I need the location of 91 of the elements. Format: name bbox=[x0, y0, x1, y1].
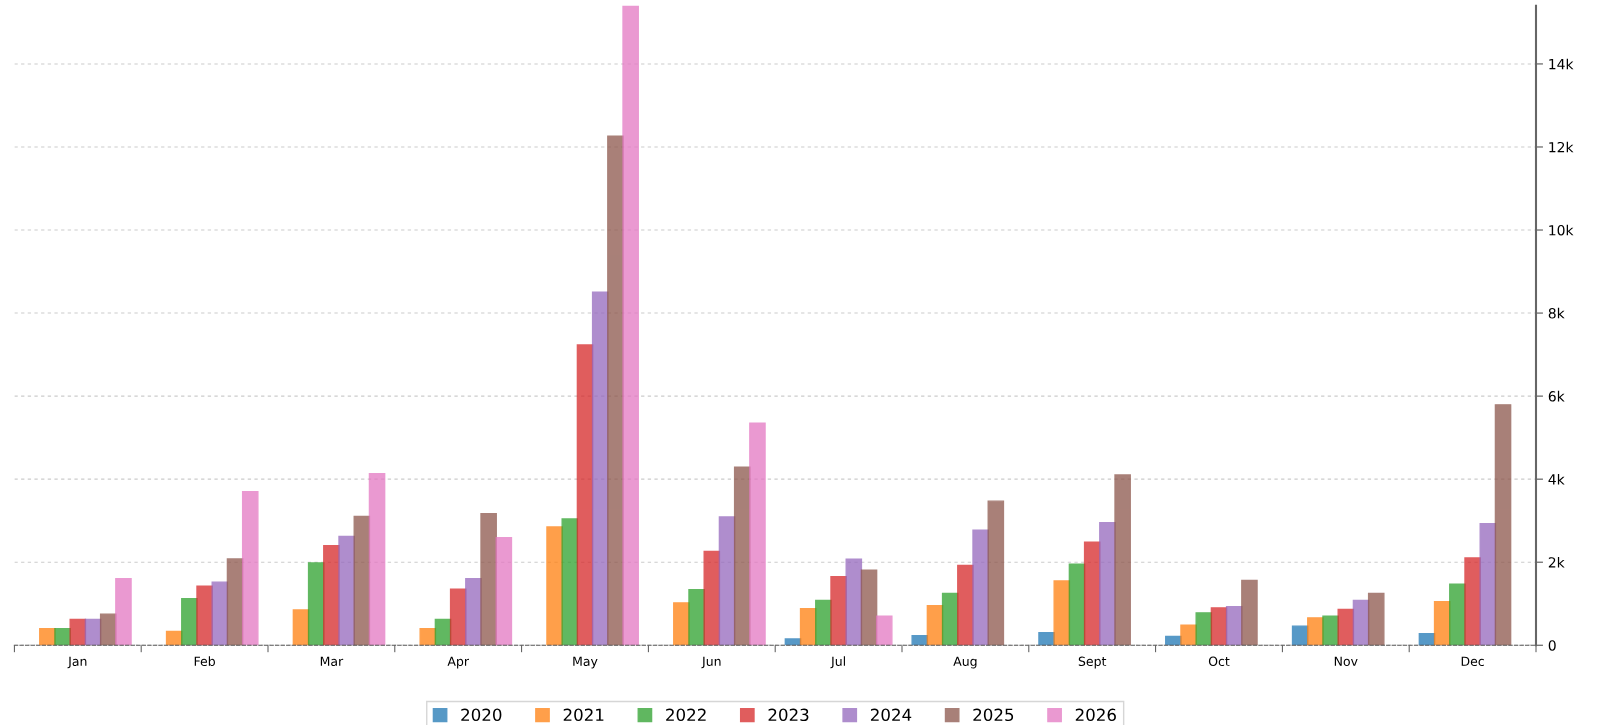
y-tick-label: 6k bbox=[1548, 390, 1565, 402]
bar bbox=[69, 618, 87, 646]
legend-label: 2026 bbox=[1075, 708, 1116, 722]
y-tick-label: 8k bbox=[1548, 307, 1565, 319]
bar bbox=[480, 512, 497, 646]
bar bbox=[1195, 612, 1213, 646]
bar bbox=[703, 550, 721, 646]
bar bbox=[241, 490, 259, 646]
bar bbox=[845, 558, 863, 646]
bar bbox=[733, 466, 751, 646]
bar bbox=[1367, 592, 1385, 646]
legend-label: 2025 bbox=[973, 708, 1014, 722]
bar bbox=[1337, 608, 1355, 646]
bar bbox=[211, 581, 229, 646]
bar bbox=[591, 291, 609, 646]
bar bbox=[718, 516, 736, 646]
bar bbox=[1068, 563, 1086, 646]
bar bbox=[465, 578, 482, 646]
bar bbox=[338, 535, 355, 646]
x-tick-label: Jun bbox=[701, 656, 721, 669]
bar bbox=[1352, 599, 1370, 646]
bar bbox=[323, 544, 340, 646]
bar bbox=[941, 592, 959, 646]
bar bbox=[815, 599, 832, 646]
x-tick-label: May bbox=[573, 656, 598, 669]
bar bbox=[576, 344, 594, 646]
bar bbox=[830, 576, 847, 646]
y-tick-label: 2k bbox=[1548, 556, 1565, 568]
bar bbox=[181, 598, 198, 646]
bar bbox=[972, 529, 989, 646]
bar bbox=[1099, 522, 1116, 646]
x-tick-label: Feb bbox=[194, 656, 215, 667]
bar bbox=[495, 537, 513, 646]
y-tick-label: 10k bbox=[1549, 224, 1574, 236]
bar bbox=[546, 526, 563, 646]
bar bbox=[99, 613, 117, 646]
bar bbox=[1322, 615, 1339, 646]
bar bbox=[1307, 617, 1324, 646]
x-tick-label: Jan bbox=[67, 656, 87, 669]
bar bbox=[749, 422, 766, 646]
bar bbox=[622, 5, 639, 646]
bar bbox=[226, 558, 244, 646]
bar bbox=[292, 609, 310, 646]
legend-label: 2023 bbox=[768, 708, 809, 722]
x-tick-label: Nov bbox=[1334, 656, 1358, 667]
y-tick-label: 12k bbox=[1549, 141, 1574, 153]
bar bbox=[957, 564, 974, 646]
bar bbox=[419, 627, 437, 646]
y-tick-label: 14k bbox=[1549, 58, 1574, 70]
legend-label: 2020 bbox=[461, 708, 502, 722]
bar bbox=[926, 605, 944, 646]
bar bbox=[987, 500, 1005, 646]
bar bbox=[1494, 404, 1512, 646]
bar bbox=[911, 635, 929, 646]
bar bbox=[368, 473, 386, 646]
y-tick-label: 0 bbox=[1548, 640, 1556, 651]
x-tick-label: Sept bbox=[1078, 656, 1107, 669]
bar bbox=[1083, 541, 1101, 646]
y-tick-label: 4k bbox=[1548, 473, 1565, 485]
x-tick-label: Mar bbox=[320, 656, 344, 667]
bar bbox=[1225, 605, 1243, 646]
bar bbox=[1241, 579, 1258, 646]
x-tick-label: Jul bbox=[830, 656, 845, 669]
bar bbox=[875, 615, 893, 646]
bar bbox=[784, 638, 802, 646]
bar bbox=[561, 518, 579, 646]
bar bbox=[1479, 522, 1497, 646]
bar bbox=[799, 608, 817, 646]
bar bbox=[1291, 625, 1309, 646]
x-tick-label: Oct bbox=[1208, 656, 1230, 667]
x-tick-label: Dec bbox=[1461, 656, 1484, 667]
bar bbox=[607, 135, 624, 646]
bar bbox=[688, 588, 705, 646]
bar bbox=[1464, 557, 1481, 646]
bar bbox=[673, 602, 690, 646]
bar bbox=[1053, 580, 1071, 646]
legend-label: 2022 bbox=[666, 708, 706, 722]
bar bbox=[449, 588, 467, 646]
bar bbox=[307, 562, 325, 646]
legend-label: 2024 bbox=[870, 708, 912, 722]
x-tick-label: Apr bbox=[447, 656, 470, 669]
bar bbox=[1114, 474, 1131, 646]
x-tick-label: Aug bbox=[953, 656, 977, 669]
bar bbox=[1210, 607, 1228, 646]
bar bbox=[353, 515, 371, 646]
bar bbox=[196, 585, 213, 646]
bar bbox=[115, 578, 132, 646]
bar bbox=[860, 569, 878, 646]
bar bbox=[1038, 632, 1055, 646]
legend-label: 2021 bbox=[563, 708, 604, 722]
bar bbox=[1433, 600, 1451, 646]
